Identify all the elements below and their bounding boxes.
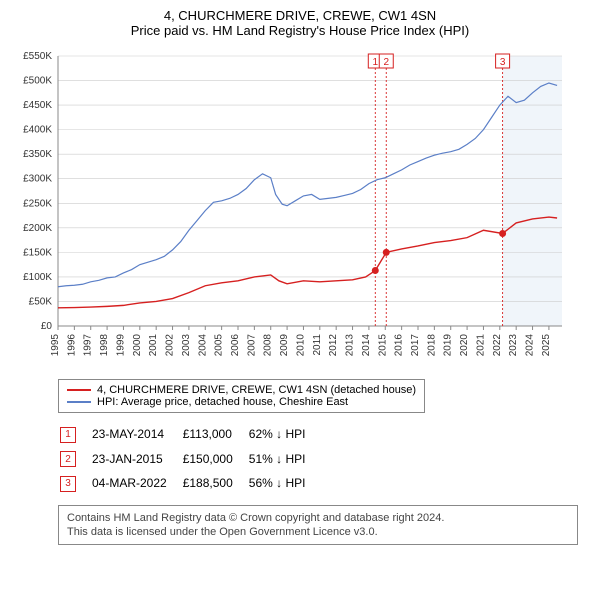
event-row: 3 04-MAR-2022£188,50056% ↓ HPI: [60, 472, 319, 495]
svg-text:2: 2: [383, 57, 389, 68]
svg-text:£550K: £550K: [23, 51, 52, 62]
svg-text:2025: 2025: [541, 334, 552, 357]
event-price: £150,000: [183, 448, 247, 471]
svg-text:2000: 2000: [132, 334, 143, 357]
svg-text:1998: 1998: [99, 334, 110, 357]
svg-text:1996: 1996: [66, 334, 77, 357]
svg-text:£100K: £100K: [23, 272, 52, 283]
chart-title-block: 4, CHURCHMERE DRIVE, CREWE, CW1 4SN Pric…: [10, 8, 590, 38]
svg-text:£300K: £300K: [23, 174, 52, 185]
svg-text:2024: 2024: [525, 334, 536, 357]
svg-text:2016: 2016: [394, 334, 405, 357]
legend-row: 4, CHURCHMERE DRIVE, CREWE, CW1 4SN (det…: [67, 384, 416, 396]
svg-text:£350K: £350K: [23, 149, 52, 160]
svg-text:2001: 2001: [148, 334, 159, 357]
svg-text:3: 3: [500, 57, 506, 68]
svg-text:2018: 2018: [426, 334, 437, 357]
event-marker: 2: [60, 451, 76, 467]
svg-text:2007: 2007: [246, 334, 257, 357]
legend-label: 4, CHURCHMERE DRIVE, CREWE, CW1 4SN (det…: [97, 384, 416, 396]
svg-text:2017: 2017: [410, 334, 421, 357]
svg-text:2022: 2022: [492, 334, 503, 357]
legend: 4, CHURCHMERE DRIVE, CREWE, CW1 4SN (det…: [58, 379, 425, 413]
svg-text:2019: 2019: [443, 334, 454, 357]
svg-text:£450K: £450K: [23, 100, 52, 111]
svg-text:£400K: £400K: [23, 125, 52, 136]
svg-text:2015: 2015: [377, 334, 388, 357]
svg-text:2003: 2003: [181, 334, 192, 357]
legend-swatch: [67, 389, 91, 391]
svg-text:1999: 1999: [115, 334, 126, 357]
svg-text:£200K: £200K: [23, 223, 52, 234]
svg-text:£500K: £500K: [23, 76, 52, 87]
svg-text:1997: 1997: [83, 334, 94, 357]
svg-text:2002: 2002: [165, 334, 176, 357]
svg-text:1995: 1995: [50, 334, 61, 357]
legend-label: HPI: Average price, detached house, Ches…: [97, 396, 348, 408]
line-chart: £0 £50K £100K £150K £200K £250K £300K £350K £400…: [10, 46, 570, 366]
svg-text:2020: 2020: [459, 334, 470, 357]
title-line1: 4, CHURCHMERE DRIVE, CREWE, CW1 4SN: [10, 8, 590, 23]
legend-row: HPI: Average price, detached house, Ches…: [67, 396, 416, 408]
title-line2: Price paid vs. HM Land Registry's House …: [10, 23, 590, 38]
credits-box: Contains HM Land Registry data © Crown c…: [58, 505, 578, 546]
svg-text:2005: 2005: [214, 334, 225, 357]
event-date: 23-MAY-2014: [92, 423, 181, 446]
credits-line2: This data is licensed under the Open Gov…: [67, 525, 569, 539]
event-delta: 56% ↓ HPI: [249, 472, 320, 495]
event-price: £113,000: [183, 423, 247, 446]
svg-text:2011: 2011: [312, 334, 323, 356]
event-price: £188,500: [183, 472, 247, 495]
event-row: 1 23-MAY-2014£113,00062% ↓ HPI: [60, 423, 319, 446]
svg-text:£50K: £50K: [29, 296, 53, 307]
event-marker: 3: [60, 476, 76, 492]
events-table: 1 23-MAY-2014£113,00062% ↓ HPI 2 23-JAN-201…: [58, 421, 321, 497]
chart-area: £0 £50K £100K £150K £200K £250K £300K £350K £400…: [10, 46, 590, 371]
event-delta: 62% ↓ HPI: [249, 423, 320, 446]
svg-text:2021: 2021: [475, 334, 486, 357]
svg-text:1: 1: [373, 57, 379, 68]
svg-text:£150K: £150K: [23, 247, 52, 258]
svg-text:2023: 2023: [508, 334, 519, 357]
svg-text:2004: 2004: [197, 334, 208, 357]
event-row: 2 23-JAN-2015£150,00051% ↓ HPI: [60, 448, 319, 471]
event-marker: 1: [60, 427, 76, 443]
svg-text:2012: 2012: [328, 334, 339, 357]
legend-swatch: [67, 401, 91, 403]
svg-text:£0: £0: [41, 321, 53, 332]
svg-text:2009: 2009: [279, 334, 290, 357]
svg-text:2008: 2008: [263, 334, 274, 357]
svg-text:2006: 2006: [230, 334, 241, 357]
event-date: 23-JAN-2015: [92, 448, 181, 471]
svg-text:2010: 2010: [295, 334, 306, 357]
event-delta: 51% ↓ HPI: [249, 448, 320, 471]
svg-text:2013: 2013: [345, 334, 356, 357]
svg-text:£250K: £250K: [23, 198, 52, 209]
event-date: 04-MAR-2022: [92, 472, 181, 495]
credits-line1: Contains HM Land Registry data © Crown c…: [67, 511, 569, 525]
svg-text:2014: 2014: [361, 334, 372, 357]
